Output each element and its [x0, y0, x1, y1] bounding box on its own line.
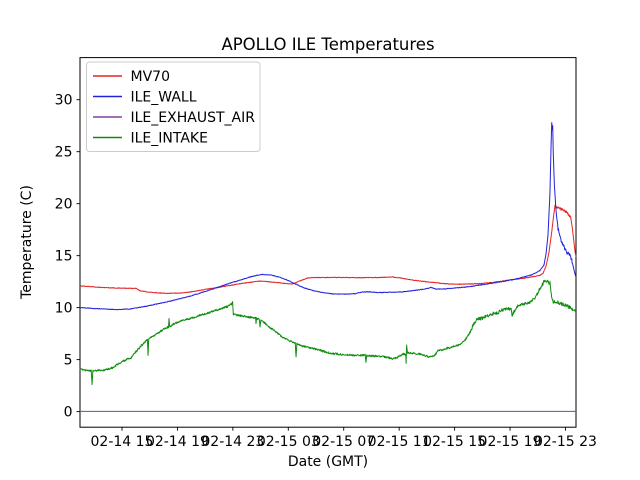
y-axis-label: Temperature (C) [19, 185, 35, 300]
y-tick-label: 30 [55, 93, 73, 109]
y-tick-label: 5 [64, 353, 73, 369]
legend-box [86, 61, 261, 152]
y-tick-label: 10 [55, 301, 73, 317]
series-line-ile_intake [79, 279, 577, 386]
series-lines [79, 122, 577, 412]
series-line-mv70 [79, 204, 577, 295]
x-tick-label: 02-14 23 [201, 434, 264, 450]
y-tick-label: 25 [55, 145, 73, 161]
y-tick-label: 0 [64, 405, 73, 421]
x-tick-label: 02-15 07 [312, 434, 375, 450]
chart-title: APOLLO ILE Temperatures [221, 35, 434, 54]
legend-label-mv70: MV70 [131, 69, 170, 85]
x-tick-label: 02-14 15 [91, 434, 154, 450]
legend-label-ile_exhaust_air: ILE_EXHAUST_AIR [131, 110, 256, 126]
legend-label-ile_intake: ILE_INTAKE [131, 131, 208, 147]
x-tick-label: 02-14 19 [146, 434, 209, 450]
legend-label-ile_wall: ILE_WALL [131, 90, 197, 106]
x-tick-label: 02-15 03 [257, 434, 320, 450]
x-tick-label: 02-15 11 [368, 434, 431, 450]
x-axis-label: Date (GMT) [288, 454, 368, 470]
series-line-ile_wall [79, 122, 577, 311]
legend: MV70 ILE_WALL ILE_EXHAUST_AIR ILE_INTAKE [86, 61, 261, 152]
y-tick-label: 15 [55, 249, 73, 265]
y-tick-label: 20 [55, 197, 73, 213]
x-tick-label: 02-15 23 [534, 434, 597, 450]
x-tick-label: 02-15 19 [479, 434, 542, 450]
x-tick-label: 02-15 15 [423, 434, 486, 450]
